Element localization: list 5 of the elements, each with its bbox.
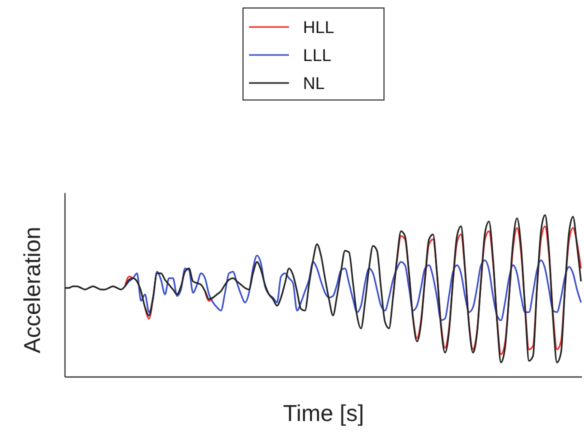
- legend-label: HLL: [303, 18, 334, 37]
- legend-label: LLL: [303, 46, 332, 65]
- x-axis-title: Time [s]: [283, 400, 364, 426]
- y-axis-title: Acceleration: [19, 226, 45, 354]
- legend-label: NL: [303, 74, 325, 93]
